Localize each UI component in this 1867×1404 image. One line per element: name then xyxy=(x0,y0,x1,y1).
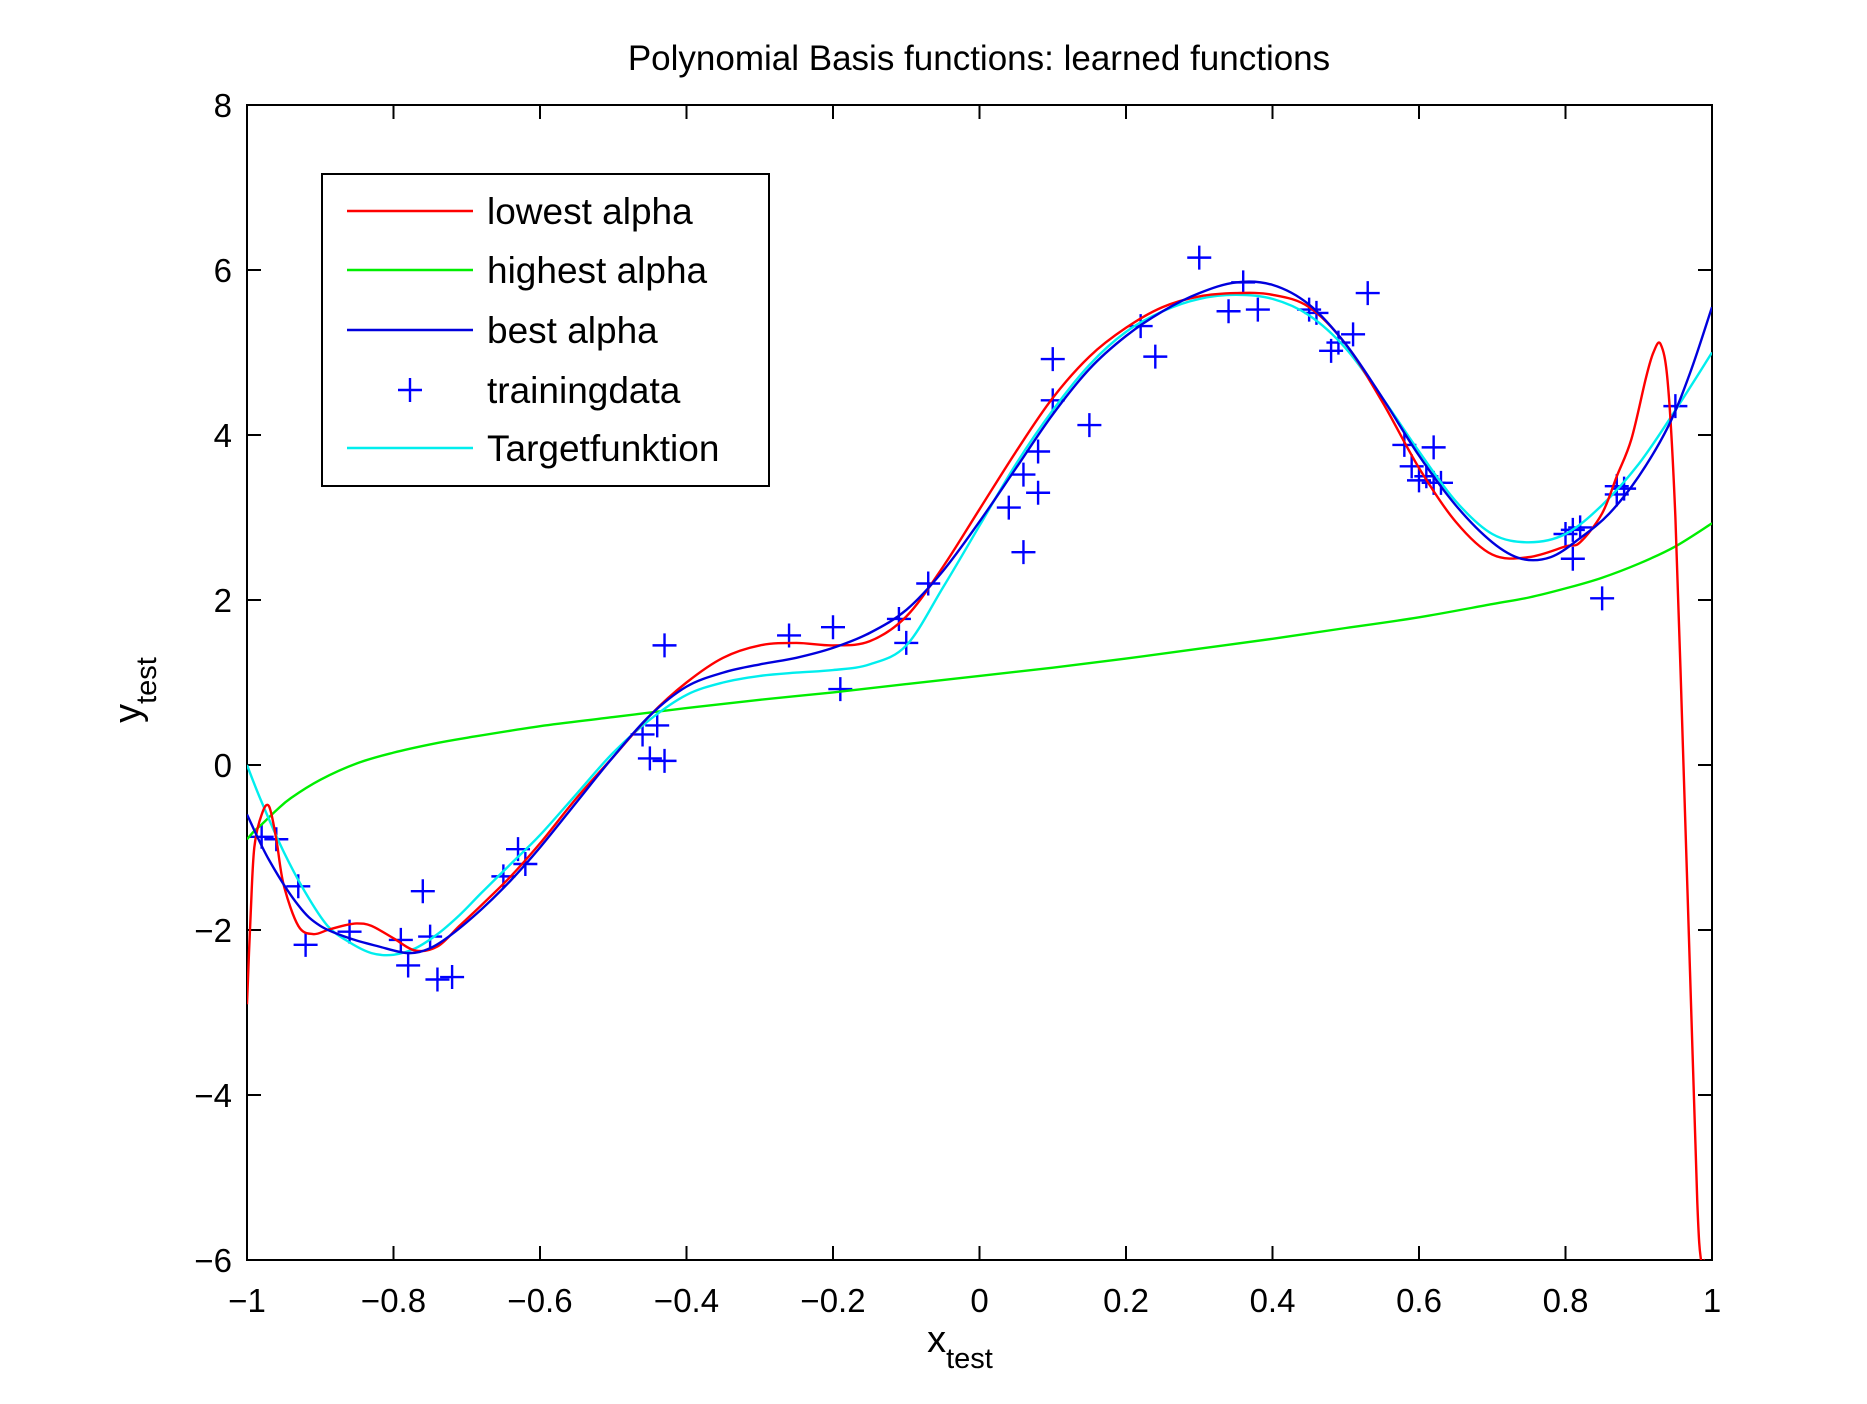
legend-label: highest alpha xyxy=(487,250,708,291)
y-tick-label: −6 xyxy=(194,1242,232,1279)
tick-marks xyxy=(246,104,1713,1261)
legend-label: lowest alpha xyxy=(487,191,693,232)
data-point-marker xyxy=(1040,347,1065,372)
y-tick-labels: −6 −4 −2 0 2 4 6 8 xyxy=(194,87,232,1279)
data-point-marker xyxy=(440,965,465,990)
y-tick-label: 4 xyxy=(214,417,232,454)
data-point-marker xyxy=(1245,297,1270,322)
y-axis-label-sub: test xyxy=(131,657,163,704)
chart-title: Polynomial Basis functions: learned func… xyxy=(628,39,1330,78)
x-tick-label: 0.8 xyxy=(1543,1282,1589,1319)
data-point-marker xyxy=(1560,546,1585,571)
data-point-marker xyxy=(418,924,443,949)
data-point-marker xyxy=(821,615,845,640)
data-point-marker xyxy=(1187,245,1212,270)
data-point-marker xyxy=(1077,413,1102,438)
data-point-marker xyxy=(1341,322,1366,347)
legend: lowest alpha highest alpha best alpha train… xyxy=(321,173,770,487)
x-tick-label: −0.4 xyxy=(654,1282,719,1319)
y-axis-label-main: y xyxy=(107,704,149,723)
x-axis-label-main: x xyxy=(927,1319,946,1361)
series-layer xyxy=(247,245,1712,1260)
data-point-marker xyxy=(396,953,421,978)
data-point-marker xyxy=(410,879,435,904)
data-point-marker xyxy=(1026,439,1051,464)
x-tick-label: 0.6 xyxy=(1396,1282,1442,1319)
legend-entries: lowest alpha highest alpha best alpha train… xyxy=(347,191,719,469)
x-tick-label: −1 xyxy=(228,1282,266,1319)
legend-swatch xyxy=(398,378,422,402)
y-tick-label: −4 xyxy=(194,1077,232,1114)
legend-label: trainingdata xyxy=(487,370,681,411)
data-point-marker xyxy=(1421,435,1446,460)
x-tick-label: −0.2 xyxy=(800,1282,865,1319)
y-tick-label: 2 xyxy=(214,582,232,619)
data-point-marker xyxy=(652,748,677,773)
data-point-marker xyxy=(916,571,941,596)
y-tick-label: 0 xyxy=(214,747,232,784)
x-tick-label: −0.8 xyxy=(361,1282,426,1319)
x-tick-label: 0 xyxy=(970,1282,988,1319)
y-tick-label: −2 xyxy=(194,912,232,949)
data-point-marker xyxy=(1011,540,1036,565)
x-axis-label: xtest xyxy=(927,1319,993,1375)
data-point-marker xyxy=(1143,344,1168,369)
data-point-marker xyxy=(652,633,677,658)
legend-entry-highest-alpha: highest alpha xyxy=(347,250,708,291)
data-point-marker xyxy=(425,967,450,992)
data-point-marker xyxy=(1568,515,1593,540)
y-tick-label: 8 xyxy=(214,87,232,124)
data-point-marker xyxy=(1011,462,1036,487)
x-tick-label: 1 xyxy=(1703,1282,1721,1319)
series-line-targetfunktion xyxy=(247,293,1712,957)
x-tick-labels: −1 −0.8 −0.6 −0.4 −0.2 0 0.2 0.4 0.6 0.8 1 xyxy=(228,1282,1721,1319)
x-axis-label-sub: test xyxy=(946,1343,993,1375)
legend-entry-trainingdata: trainingdata xyxy=(398,370,681,411)
x-tick-label: −0.6 xyxy=(507,1282,572,1319)
data-point-marker xyxy=(828,677,853,702)
data-point-marker xyxy=(1663,394,1688,419)
series-line-lowest-alpha xyxy=(247,291,1706,1260)
data-point-marker xyxy=(1216,299,1241,324)
data-point-marker xyxy=(1355,281,1380,306)
y-tick-label: 6 xyxy=(214,252,232,289)
data-point-marker xyxy=(645,713,670,738)
x-tick-label: 0.4 xyxy=(1250,1282,1296,1319)
legend-label: Targetfunktion xyxy=(487,428,719,469)
x-tick-label: 0.2 xyxy=(1103,1282,1149,1319)
data-point-marker xyxy=(894,630,919,655)
data-point-marker xyxy=(293,932,318,957)
series-line-best-alpha xyxy=(247,280,1712,955)
data-point-marker xyxy=(886,606,911,631)
legend-label: best alpha xyxy=(487,310,658,351)
legend-entry-lowest-alpha: lowest alpha xyxy=(347,191,693,232)
data-point-marker xyxy=(1026,480,1051,505)
y-axis-label: ytest xyxy=(107,657,163,723)
data-point-marker xyxy=(996,495,1021,520)
data-point-marker xyxy=(637,746,662,771)
legend-entry-best-alpha: best alpha xyxy=(347,310,658,351)
data-point-marker xyxy=(1590,586,1615,611)
legend-entry-targetfunktion: Targetfunktion xyxy=(347,428,719,469)
data-point-marker xyxy=(388,927,413,952)
data-point-marker xyxy=(1399,454,1424,479)
series-line-highest-alpha xyxy=(247,522,1712,841)
